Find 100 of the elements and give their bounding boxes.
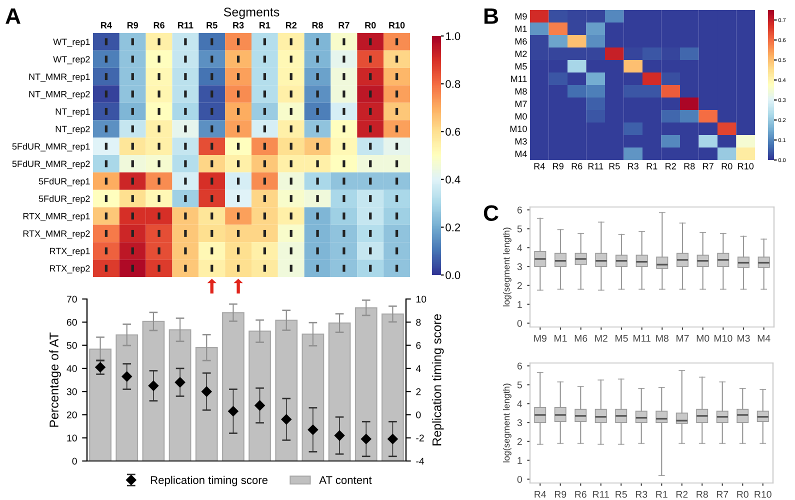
y-tick-label: 5FdUR_rep2 [38, 195, 90, 204]
x-tick-label: R11 [178, 22, 194, 28]
x-tick-label: R7 [703, 163, 714, 170]
y2-tick-label: 10 [416, 296, 426, 303]
y-axis-title: Percentage of AT [49, 332, 61, 427]
y-tick-label: 30 [66, 388, 77, 396]
y-tick-label: 6 [517, 362, 522, 370]
y-tick-label: 5FdUR_MMR_rep2 [12, 160, 90, 169]
y-tick-label: 10 [67, 434, 77, 442]
y-tick-label: 4 [517, 400, 522, 408]
y-tick-label: WT_rep2 [53, 56, 90, 64]
x-tick-label: R10 [754, 490, 772, 498]
x-tick-label: M10 [714, 334, 732, 342]
x-tick-label: R3 [628, 163, 638, 170]
color-bar-label: 0.4 [446, 176, 460, 184]
y-tick-label: 0 [517, 476, 522, 483]
y-tick-label: 6 [517, 206, 522, 214]
y-tick-label: 5FdUR_rep1 [38, 178, 90, 186]
x-tick-label: R5 [616, 490, 627, 498]
color-bar-label: 0.0 [446, 271, 460, 280]
x-tick-label: M4 [758, 334, 770, 342]
y-tick-label: M2 [515, 50, 527, 58]
x-tick-label: R9 [127, 22, 138, 28]
x-tick-label: R5 [609, 163, 620, 170]
y2-axis-title: Replication timing score [432, 314, 444, 446]
y-tick-label: NT_MMR_rep1 [29, 74, 90, 82]
y-tick-label: NT_rep2 [56, 126, 90, 134]
x-tick-label: R8 [684, 163, 695, 170]
x-tick-label: R8 [696, 490, 708, 498]
y-tick-label: RTX_MMR_rep2 [23, 230, 90, 239]
y-axis-title: log(segment length) [502, 384, 512, 462]
x-tick-label: R2 [666, 163, 676, 170]
x-tick-label: R4 [534, 163, 545, 170]
y-tick-label: 20 [66, 411, 77, 418]
x-tick-label: R0 [365, 22, 376, 28]
x-tick-label: R1 [656, 490, 668, 498]
x-tick-label: R9 [553, 163, 564, 170]
y2-tick-label: -4 [416, 458, 424, 465]
y-tick-label: M7 [515, 100, 527, 108]
x-tick-label: R8 [312, 22, 324, 28]
x-tick-label: R6 [572, 163, 582, 170]
x-tick-label: M9 [534, 334, 546, 342]
y2-tick-label: 8 [416, 318, 421, 326]
legend-label: Replication timing score [150, 476, 268, 486]
y-tick-label: 1 [518, 301, 522, 308]
x-tick-label: R1 [260, 22, 270, 28]
x-tick-label: R0 [722, 163, 732, 170]
x-tick-label: M2 [595, 334, 608, 342]
y-tick-label: M8 [515, 88, 527, 95]
y-tick-label: M11 [511, 76, 527, 82]
y-tick-label: 3 [517, 419, 522, 426]
y2-tick-label: 4 [416, 365, 421, 372]
text: B [484, 8, 498, 24]
y-tick-label: 2 [517, 282, 522, 289]
y-tick-label: M4 [515, 150, 527, 158]
x-tick-label: R2 [676, 490, 688, 498]
x-tick-label: R10 [389, 22, 405, 28]
y-tick-label: 60 [66, 318, 77, 326]
x-tick-label: M1 [554, 334, 567, 342]
y-tick-label: M0 [515, 113, 527, 120]
y-tick-label: NT_rep1 [56, 108, 90, 117]
y-tick-label: 5 [517, 382, 522, 388]
y-tick-label: 0 [517, 320, 522, 327]
y-tick-label: RTX_MMR_rep1 [23, 213, 90, 222]
y-tick-label: M10 [510, 126, 527, 132]
x-tick-label: M8 [656, 334, 668, 342]
y-tick-label: NT_MMR_rep2 [29, 90, 90, 100]
y-tick-label: RTX_rep2 [50, 265, 90, 274]
x-tick-label: R6 [154, 22, 164, 28]
x-tick-label: R6 [575, 490, 586, 498]
x-tick-label: R4 [101, 22, 112, 28]
x-tick-label: M3 [738, 334, 750, 342]
x-tick-label: R9 [554, 490, 566, 498]
x-tick-label: R7 [338, 22, 350, 28]
y-tick-label: M6 [515, 38, 527, 45]
x-tick-label: R0 [737, 490, 748, 498]
x-tick-label: R3 [636, 490, 648, 498]
y2-tick-label: -2 [416, 434, 424, 442]
x-tick-label: R4 [534, 490, 546, 498]
y-tick-label: 70 [66, 296, 77, 303]
y2-tick-label: 0 [416, 411, 421, 418]
y-tick-label: 40 [66, 365, 77, 372]
x-tick-label: M0 [696, 334, 710, 342]
x-tick-label: R3 [233, 22, 244, 28]
x-tick-label: R11 [593, 490, 609, 498]
y-tick-label: M5 [515, 63, 527, 70]
x-tick-label: R10 [738, 163, 754, 170]
color-bar-label: 0.8 [446, 80, 460, 88]
y-tick-label: 5 [517, 226, 522, 232]
legend-label: AT content [319, 476, 372, 484]
y-tick-label: 4 [517, 244, 522, 252]
y-tick-label: 5FdUR_MMR_rep1 [12, 143, 90, 152]
x-tick-label: R11 [588, 163, 604, 170]
y-tick-label: 50 [66, 342, 77, 349]
color-bar-label: 0.6 [446, 128, 460, 136]
x-tick-label: M7 [676, 334, 689, 342]
y-tick-label: WT_rep1 [53, 38, 90, 47]
x-tick-label: R5 [206, 22, 218, 28]
y-tick-label: RTX_rep1 [50, 248, 90, 256]
x-tick-label: R2 [286, 22, 297, 28]
